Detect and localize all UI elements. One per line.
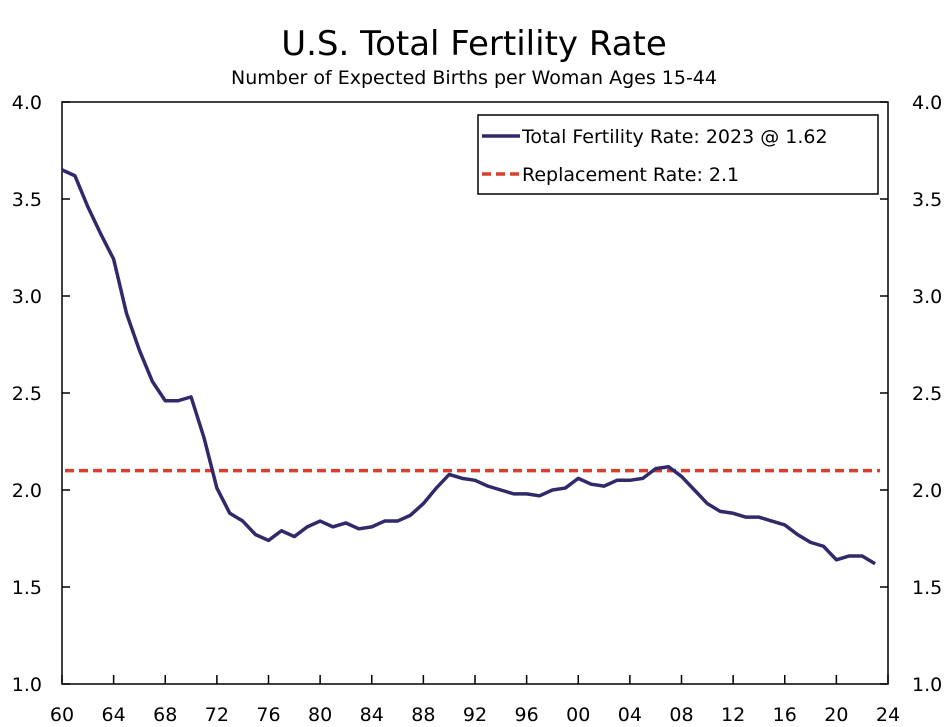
series-layer xyxy=(61,168,880,566)
y-tick-label-left: 3.0 xyxy=(12,286,42,308)
y-tick-label-left: 4.0 xyxy=(12,92,42,114)
x-tick-label: 84 xyxy=(360,704,384,726)
x-tick-label: 60 xyxy=(50,704,74,726)
chart-title: U.S. Total Fertility Rate xyxy=(281,24,667,64)
x-tick-label: 68 xyxy=(153,704,177,726)
legend-box xyxy=(477,114,879,195)
x-tick-label: 12 xyxy=(721,704,745,726)
legend-label: Total Fertility Rate: 2023 @ 1.62 xyxy=(521,126,828,148)
y-tick-label-right: 3.0 xyxy=(912,286,942,308)
y-tick-label-left: 3.5 xyxy=(12,189,42,211)
legend-label: Replacement Rate: 2.1 xyxy=(522,164,739,186)
y-tick-label-left: 2.0 xyxy=(12,480,42,502)
x-tick-label: 92 xyxy=(463,704,487,726)
y-tick-label-left: 1.5 xyxy=(12,577,42,599)
tick-marks: 1.0 1.0 1.5 1.5 2.0 2.0 2.5 2.5 3.0 3.0 3.5 3.5 4.0 4… xyxy=(12,92,942,726)
y-tick-label-left: 2.5 xyxy=(12,383,42,405)
x-tick-label: 96 xyxy=(515,704,539,726)
y-tick-label-left: 1.0 xyxy=(12,674,42,696)
x-tick-label: 88 xyxy=(411,704,435,726)
chart-subtitle: Number of Expected Births per Woman Ages… xyxy=(231,67,717,89)
x-tick-label: 08 xyxy=(669,704,693,726)
x-tick-label: 20 xyxy=(824,704,848,726)
y-tick-label-right: 2.0 xyxy=(912,480,942,502)
legend: Total Fertility Rate: 2023 @ 1.62 Replace… xyxy=(477,114,879,195)
x-tick-label: 80 xyxy=(308,704,332,726)
y-tick-label-right: 1.0 xyxy=(912,674,942,696)
fertility-rate-line xyxy=(61,168,876,566)
x-tick-label: 00 xyxy=(566,704,590,726)
x-tick-label: 04 xyxy=(618,704,642,726)
y-tick-label-right: 1.5 xyxy=(912,577,942,599)
y-tick-label-right: 4.0 xyxy=(912,92,942,114)
x-tick-label: 76 xyxy=(256,704,280,726)
x-tick-label: 16 xyxy=(773,704,797,726)
x-tick-label: 64 xyxy=(102,704,126,726)
x-tick-label: 24 xyxy=(876,704,900,726)
x-tick-label: 72 xyxy=(205,704,229,726)
y-tick-label-right: 3.5 xyxy=(912,189,942,211)
y-tick-label-right: 2.5 xyxy=(912,383,942,405)
